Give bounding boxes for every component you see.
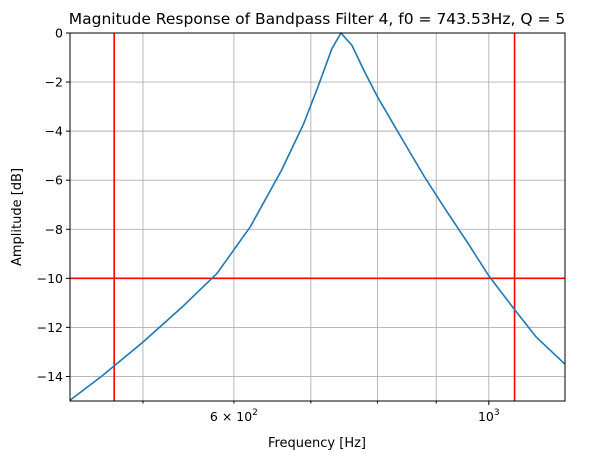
reference-lines — [70, 33, 565, 401]
x-tick-label: 103 — [478, 408, 500, 424]
chart-title: Magnitude Response of Bandpass Filter 4,… — [69, 10, 565, 28]
plot-frame — [69, 32, 566, 402]
grid — [70, 32, 565, 401]
y-tick-label: −12 — [37, 320, 63, 335]
axis-ticks: 0 −2 −4 −6 −8 −10 −12 −14 6 × 102 103 — [37, 26, 500, 425]
y-tick-label: −8 — [45, 222, 63, 237]
y-tick-label: −10 — [37, 271, 63, 286]
y-tick-label: −14 — [37, 369, 63, 384]
y-tick-label: −6 — [45, 173, 63, 188]
series-layer — [69, 32, 566, 401]
response-curve-line — [69, 32, 566, 401]
y-tick-label: −2 — [45, 75, 63, 90]
x-tick-label: 6 × 102 — [210, 408, 258, 424]
y-tick-label: 0 — [55, 26, 63, 41]
y-tick-label: −4 — [45, 124, 63, 139]
x-axis-label: Frequency [Hz] — [268, 436, 366, 451]
y-axis-label: Amplitude [dB] — [10, 168, 25, 266]
